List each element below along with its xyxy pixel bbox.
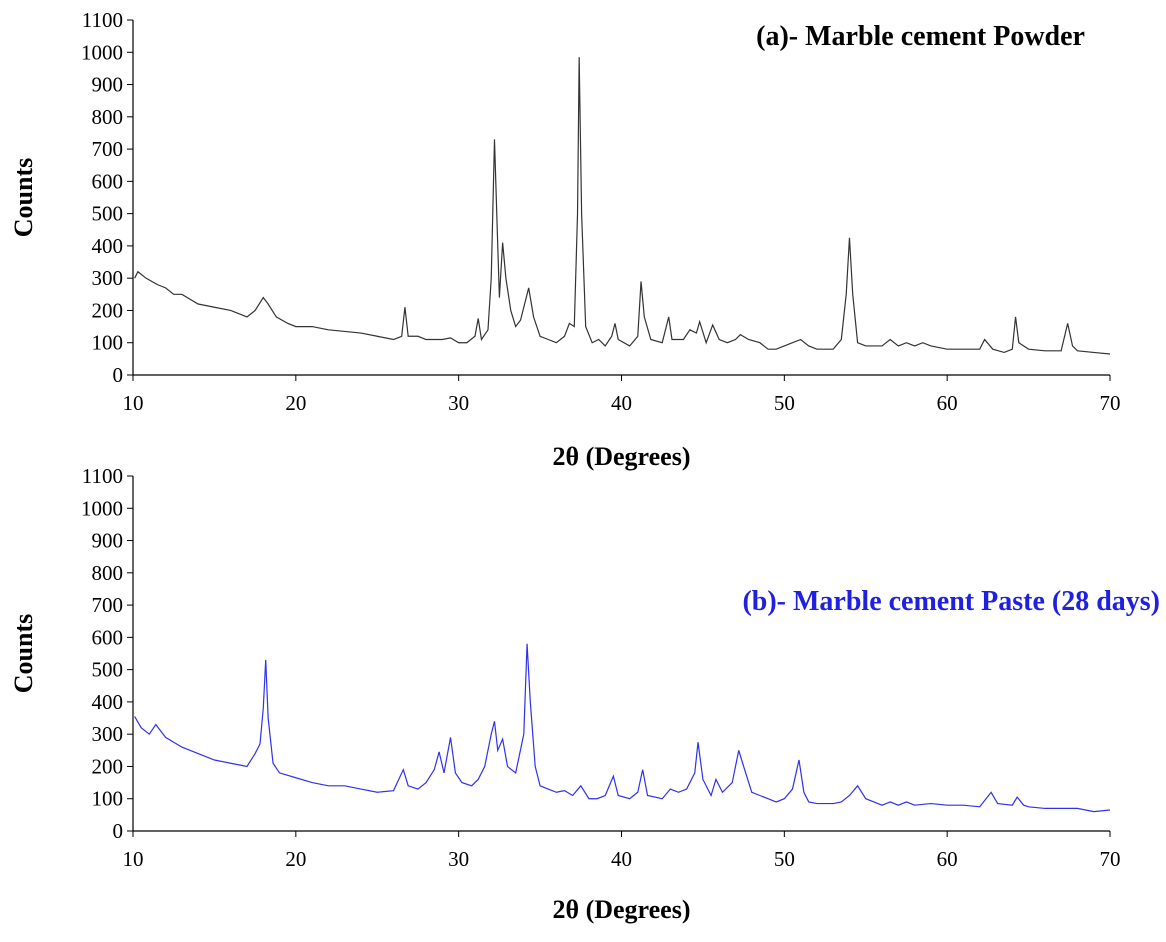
- x-tick-label: 30: [448, 847, 469, 871]
- chart-title: (a)- Marble cement Powder: [756, 21, 1085, 52]
- x-tick-label: 40: [611, 391, 632, 415]
- y-tick-label: 500: [92, 202, 124, 226]
- y-tick-label: 200: [92, 754, 124, 778]
- y-axis-label: Counts: [9, 158, 38, 237]
- y-tick-label: 800: [92, 561, 124, 585]
- x-tick-label: 10: [123, 391, 144, 415]
- y-tick-label: 600: [92, 169, 124, 193]
- y-tick-label: 1100: [82, 464, 123, 488]
- y-tick-label: 100: [92, 787, 124, 811]
- x-tick-label: 70: [1100, 391, 1121, 415]
- y-tick-label: 300: [92, 722, 124, 746]
- y-tick-label: 700: [92, 137, 124, 161]
- x-tick-label: 50: [774, 847, 795, 871]
- data-line: [134, 57, 1111, 355]
- x-tick-label: 60: [937, 847, 958, 871]
- y-tick-label: 400: [92, 234, 124, 258]
- x-tick-label: 20: [285, 391, 306, 415]
- x-tick-label: 10: [123, 847, 144, 871]
- y-tick-label: 100: [92, 331, 124, 355]
- y-tick-label: 300: [92, 266, 124, 290]
- y-tick-label: 1000: [81, 40, 123, 64]
- x-tick-label: 30: [448, 391, 469, 415]
- y-tick-label: 1000: [81, 496, 123, 520]
- x-axis-label: 2θ (Degrees): [553, 895, 691, 924]
- x-axis-label: 2θ (Degrees): [553, 442, 691, 471]
- y-tick-label: 0: [113, 363, 124, 387]
- x-tick-label: 40: [611, 847, 632, 871]
- y-tick-label: 900: [92, 529, 124, 553]
- chart-title: (b)- Marble cement Paste (28 days): [742, 586, 1160, 617]
- x-tick-label: 70: [1100, 847, 1121, 871]
- y-tick-label: 900: [92, 73, 124, 97]
- y-tick-label: 500: [92, 658, 124, 682]
- y-axis-label: Counts: [9, 614, 38, 693]
- y-tick-label: 1100: [82, 8, 123, 32]
- y-tick-label: 200: [92, 298, 124, 322]
- y-tick-label: 700: [92, 593, 124, 617]
- x-tick-label: 20: [285, 847, 306, 871]
- y-tick-label: 400: [92, 690, 124, 714]
- y-tick-label: 0: [113, 819, 124, 843]
- y-tick-label: 600: [92, 625, 124, 649]
- x-tick-label: 50: [774, 391, 795, 415]
- y-tick-label: 800: [92, 105, 124, 129]
- x-tick-label: 60: [937, 391, 958, 415]
- data-line: [134, 643, 1111, 813]
